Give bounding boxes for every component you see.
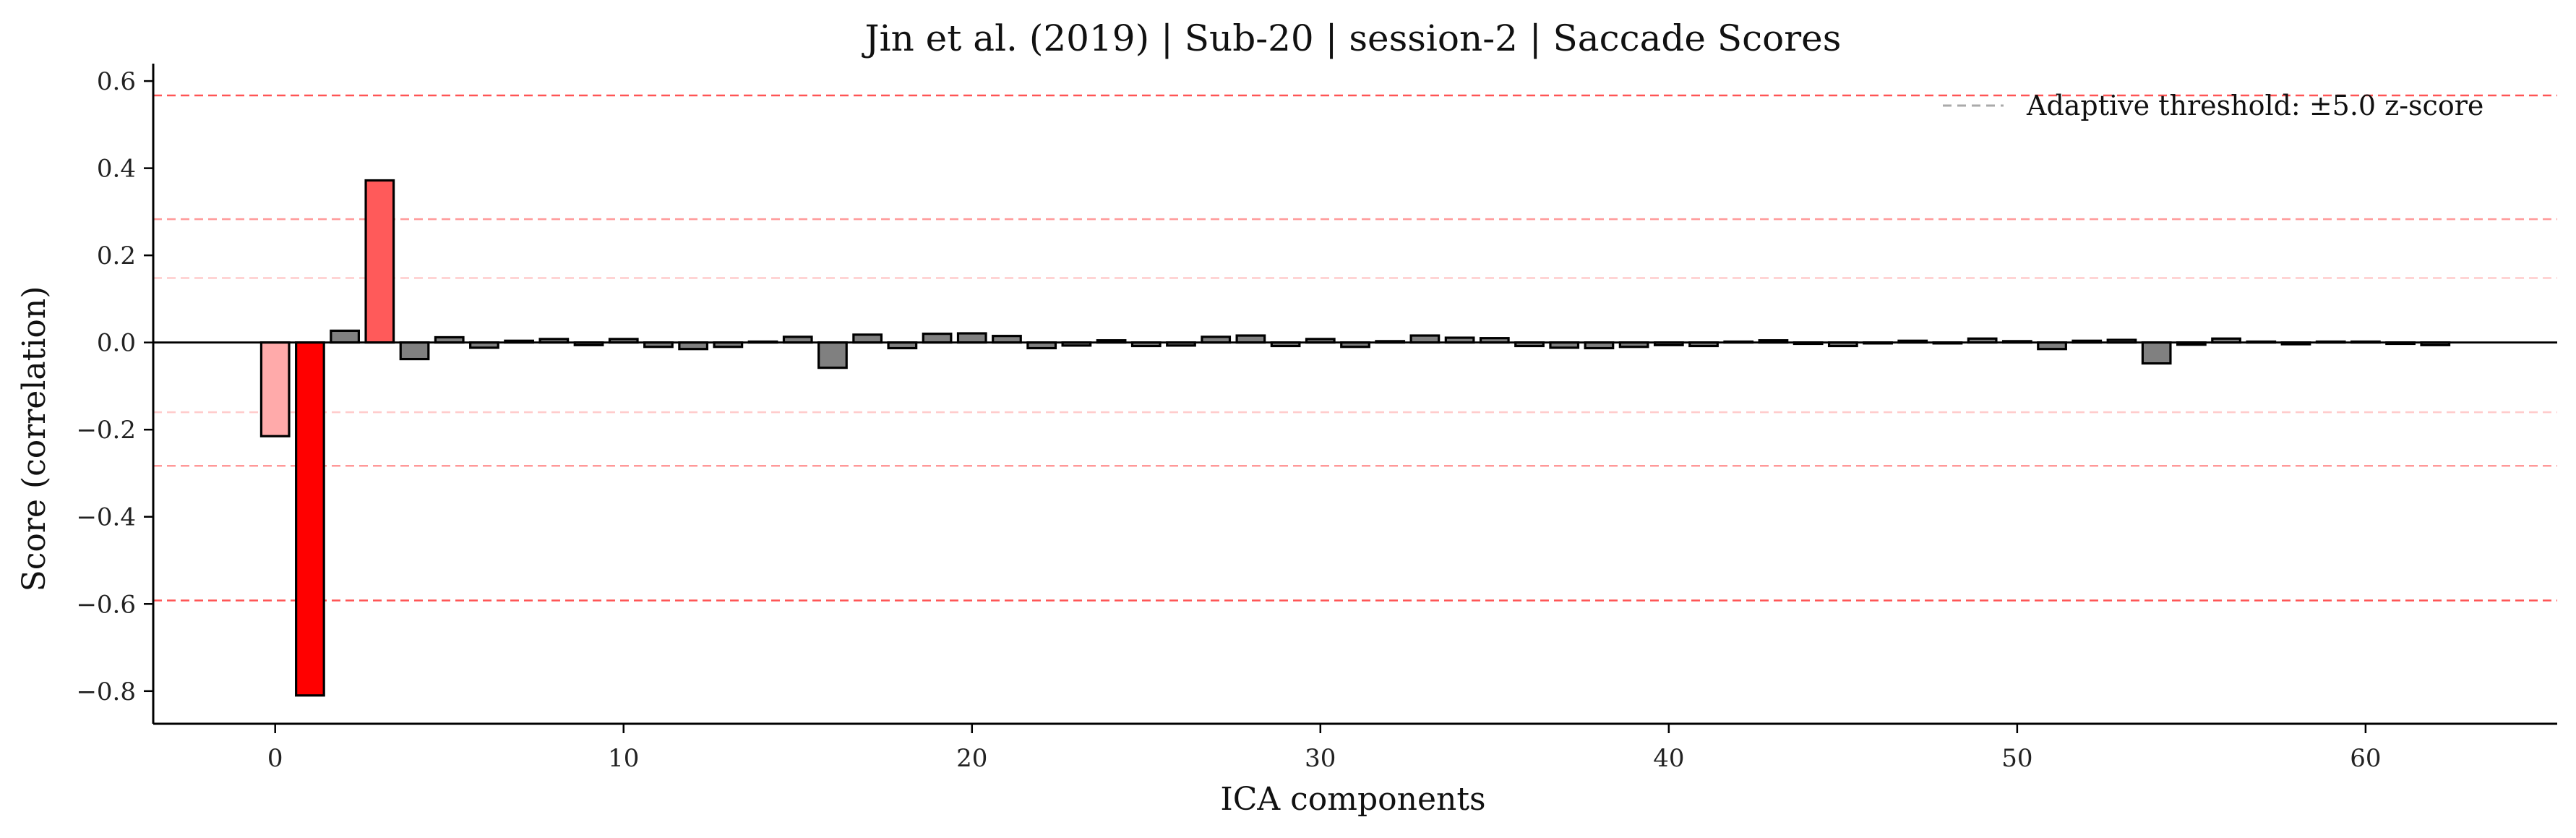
y-tick-label-7: −0.8: [76, 677, 136, 706]
bar-component-4: [399, 341, 430, 361]
y-tick-label-3: 0.0: [97, 329, 136, 358]
y-tick-label-0: 0.6: [97, 67, 136, 96]
x-tick-label-40: 40: [1653, 744, 1684, 773]
y-axis-label: Score (correlation): [16, 286, 53, 592]
bar-component-28: [1235, 334, 1266, 344]
x-ticks: 0 10 20 30 40 50 60: [267, 724, 2382, 773]
bar-component-16: [817, 341, 848, 369]
chart-title: Jin et al. (2019) | Sub-20 | session-2 |…: [862, 17, 1842, 59]
y-tick-label-2: 0.2: [97, 241, 136, 270]
x-tick-label-0: 0: [267, 744, 283, 773]
x-tick-label-30: 30: [1305, 744, 1336, 773]
bar-component-19: [922, 333, 953, 344]
bar-component-54: [2141, 341, 2172, 365]
bar-component-3: [364, 179, 395, 344]
legend: Adaptive threshold: ±5.0 z-score: [1943, 90, 2483, 121]
y-tick-label-1: 0.4: [97, 155, 136, 184]
bar-component-1: [295, 341, 325, 697]
x-axis-label: ICA components: [1220, 781, 1485, 818]
bar-component-33: [1409, 334, 1441, 344]
bar-component-2: [330, 329, 360, 344]
bar-component-0: [259, 341, 291, 437]
x-tick-label-60: 60: [2350, 744, 2381, 773]
y-ticks: 0.6 0.4 0.2 0.0 −0.2 −0.4 −0.6 −0.8: [76, 67, 153, 706]
x-tick-label-10: 10: [608, 744, 639, 773]
legend-label: Adaptive threshold: ±5.0 z-score: [2026, 90, 2483, 121]
axes: [152, 64, 2557, 725]
y-tick-label-5: −0.4: [76, 503, 136, 532]
bar-component-17: [852, 333, 883, 344]
threshold-lines: [153, 94, 2557, 602]
bars: [259, 179, 2451, 697]
bar-component-20: [956, 332, 987, 344]
y-tick-label-6: −0.6: [76, 590, 136, 619]
x-tick-label-50: 50: [2001, 744, 2032, 773]
x-tick-label-20: 20: [956, 744, 987, 773]
y-tick-label-4: −0.2: [76, 416, 136, 445]
